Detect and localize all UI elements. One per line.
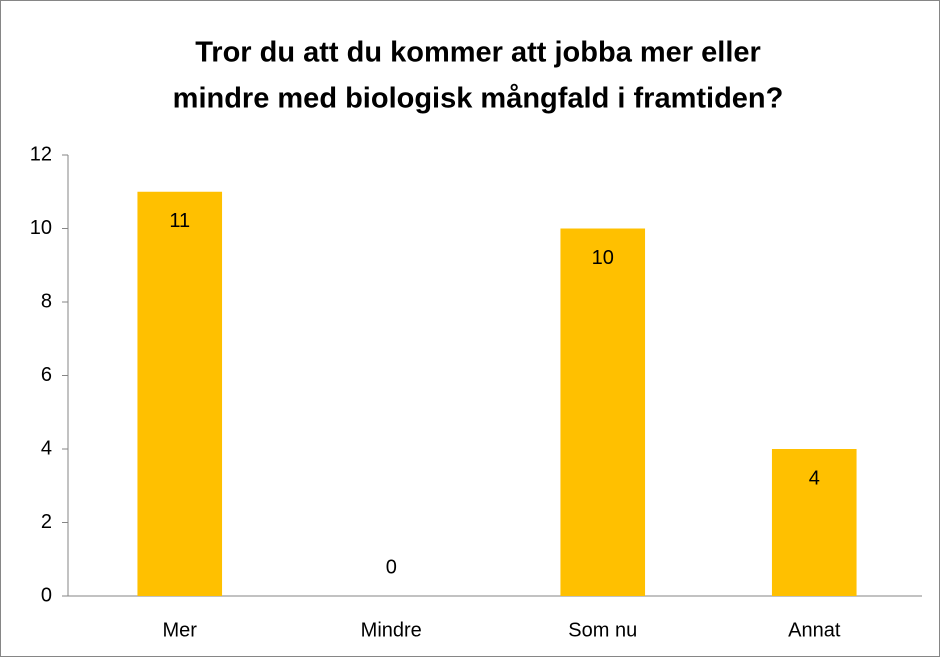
y-tick-label: 4 [41,437,52,459]
y-tick-label: 10 [30,217,52,239]
data-label: 4 [809,467,820,489]
bar [137,191,223,596]
x-tick-label: Mer [163,619,198,641]
bar [771,449,857,596]
x-tick-label: Mindre [361,619,422,641]
y-tick-label: 8 [41,290,52,312]
x-tick-label: Annat [788,619,841,641]
data-label: 0 [386,556,397,578]
y-tick-label: 12 [30,143,52,165]
bar [560,228,646,596]
x-tick-label: Som nu [568,619,637,641]
y-tick-label: 0 [41,584,52,606]
chart-title: Tror du att du kommer att jobba mer elle… [195,37,761,69]
y-tick-label: 2 [41,511,52,533]
chart-title: mindre med biologisk mångfald i framtide… [173,83,784,115]
data-label: 11 [169,210,190,232]
y-tick-label: 6 [41,364,52,386]
data-label: 10 [592,247,614,269]
